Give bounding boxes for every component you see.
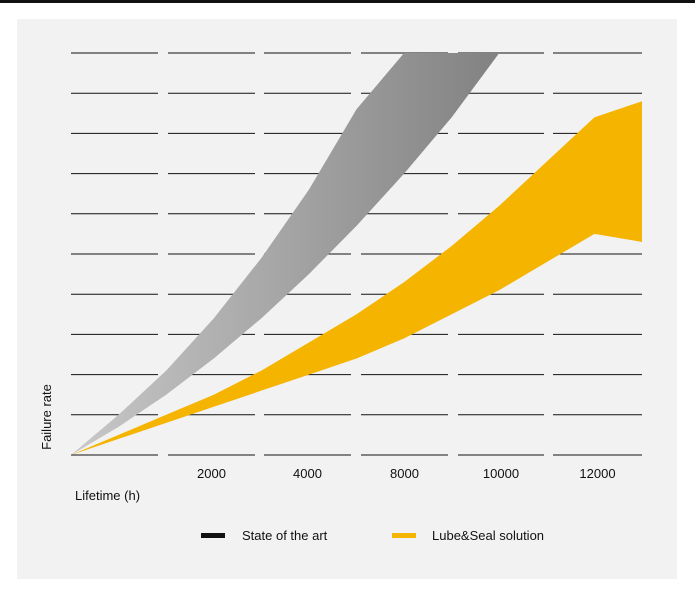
- top-rule: [0, 0, 695, 3]
- state-of-the-art-band: [71, 53, 642, 455]
- legend-label-lube-seal: Lube&Seal solution: [432, 528, 544, 543]
- y-axis-label: Failure rate: [39, 384, 54, 450]
- legend-swatch-lube-seal: [392, 533, 416, 538]
- x-axis-label: Lifetime (h): [75, 488, 140, 503]
- x-tick-labels: 2000 4000 8000 10000 12000: [197, 466, 616, 481]
- x-tick-label: 4000: [293, 466, 322, 481]
- legend: State of the art Lube&Seal solution: [201, 528, 544, 543]
- x-tick-label: 2000: [197, 466, 226, 481]
- chart-panel: 2000 4000 8000 10000 12000 Failure rate Life…: [17, 19, 677, 579]
- x-tick-label: 12000: [579, 466, 615, 481]
- legend-label-state-of-the-art: State of the art: [242, 528, 328, 543]
- chart-background: [17, 19, 677, 579]
- x-tick-label: 8000: [390, 466, 419, 481]
- legend-swatch-state-of-the-art: [201, 533, 225, 538]
- failure-rate-chart: 2000 4000 8000 10000 12000 Failure rate Life…: [17, 19, 677, 579]
- lube-seal-band: [71, 101, 642, 456]
- x-tick-label: 10000: [483, 466, 519, 481]
